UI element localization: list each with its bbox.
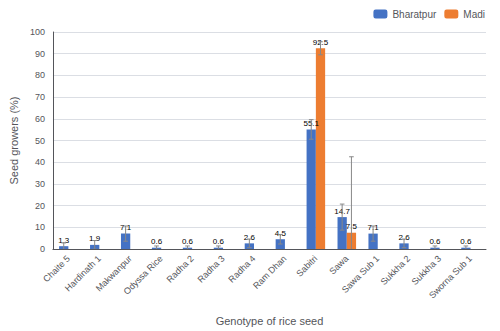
svg-text:0.6: 0.6: [182, 237, 194, 246]
svg-text:0.6: 0.6: [460, 237, 472, 246]
svg-text:40: 40: [35, 157, 45, 167]
svg-text:7.1: 7.1: [367, 223, 379, 233]
svg-text:Radha 4: Radha 4: [226, 253, 257, 284]
svg-text:50: 50: [35, 136, 45, 146]
svg-text:Seed growers (%): Seed growers (%): [8, 96, 20, 184]
svg-text:7.1: 7.1: [120, 223, 132, 233]
svg-text:90: 90: [35, 49, 45, 59]
svg-text:55.1: 55.1: [303, 118, 319, 128]
svg-text:Madi: Madi: [463, 9, 485, 20]
svg-text:0.6: 0.6: [151, 237, 163, 246]
svg-text:Sawa: Sawa: [327, 253, 350, 276]
svg-text:Chaite 5: Chaite 5: [41, 253, 72, 284]
svg-text:1.9: 1.9: [89, 234, 101, 244]
svg-text:Sawa Sub 1: Sawa Sub 1: [340, 253, 381, 294]
svg-text:2.6: 2.6: [398, 232, 410, 242]
svg-text:20: 20: [35, 201, 45, 211]
svg-text:30: 30: [35, 179, 45, 189]
svg-text:4.5: 4.5: [274, 228, 286, 238]
svg-text:10: 10: [35, 222, 45, 232]
svg-text:2.6: 2.6: [243, 232, 255, 242]
svg-text:Sworna Sub 1: Sworna Sub 1: [427, 253, 474, 300]
svg-text:0.6: 0.6: [429, 237, 441, 246]
svg-text:0: 0: [40, 244, 45, 254]
svg-text:1.3: 1.3: [58, 236, 70, 245]
svg-text:Sabitri: Sabitri: [294, 253, 319, 278]
svg-text:Odyssa Rice: Odyssa Rice: [122, 253, 165, 296]
svg-text:0.6: 0.6: [213, 237, 225, 246]
svg-text:70: 70: [35, 92, 45, 102]
svg-text:Bharatpur: Bharatpur: [392, 9, 437, 20]
svg-text:Makwanpur: Makwanpur: [93, 253, 134, 294]
svg-text:Radha 3: Radha 3: [196, 253, 227, 284]
svg-text:92.5: 92.5: [312, 37, 329, 47]
svg-text:Sukkha 2: Sukkha 2: [379, 253, 413, 287]
svg-text:80: 80: [35, 70, 45, 80]
svg-text:100: 100: [30, 27, 45, 37]
svg-text:60: 60: [35, 114, 45, 124]
svg-text:Genotype of rice seed: Genotype of rice seed: [216, 315, 324, 327]
svg-text:Sukkha 3: Sukkha 3: [409, 253, 444, 287]
svg-text:7.5: 7.5: [345, 222, 357, 232]
svg-text:Ram Dhan: Ram Dhan: [251, 253, 288, 290]
svg-text:14.7: 14.7: [334, 206, 350, 216]
svg-text:Hardinath 1: Hardinath 1: [62, 253, 103, 294]
svg-text:Radha 2: Radha 2: [165, 253, 196, 284]
